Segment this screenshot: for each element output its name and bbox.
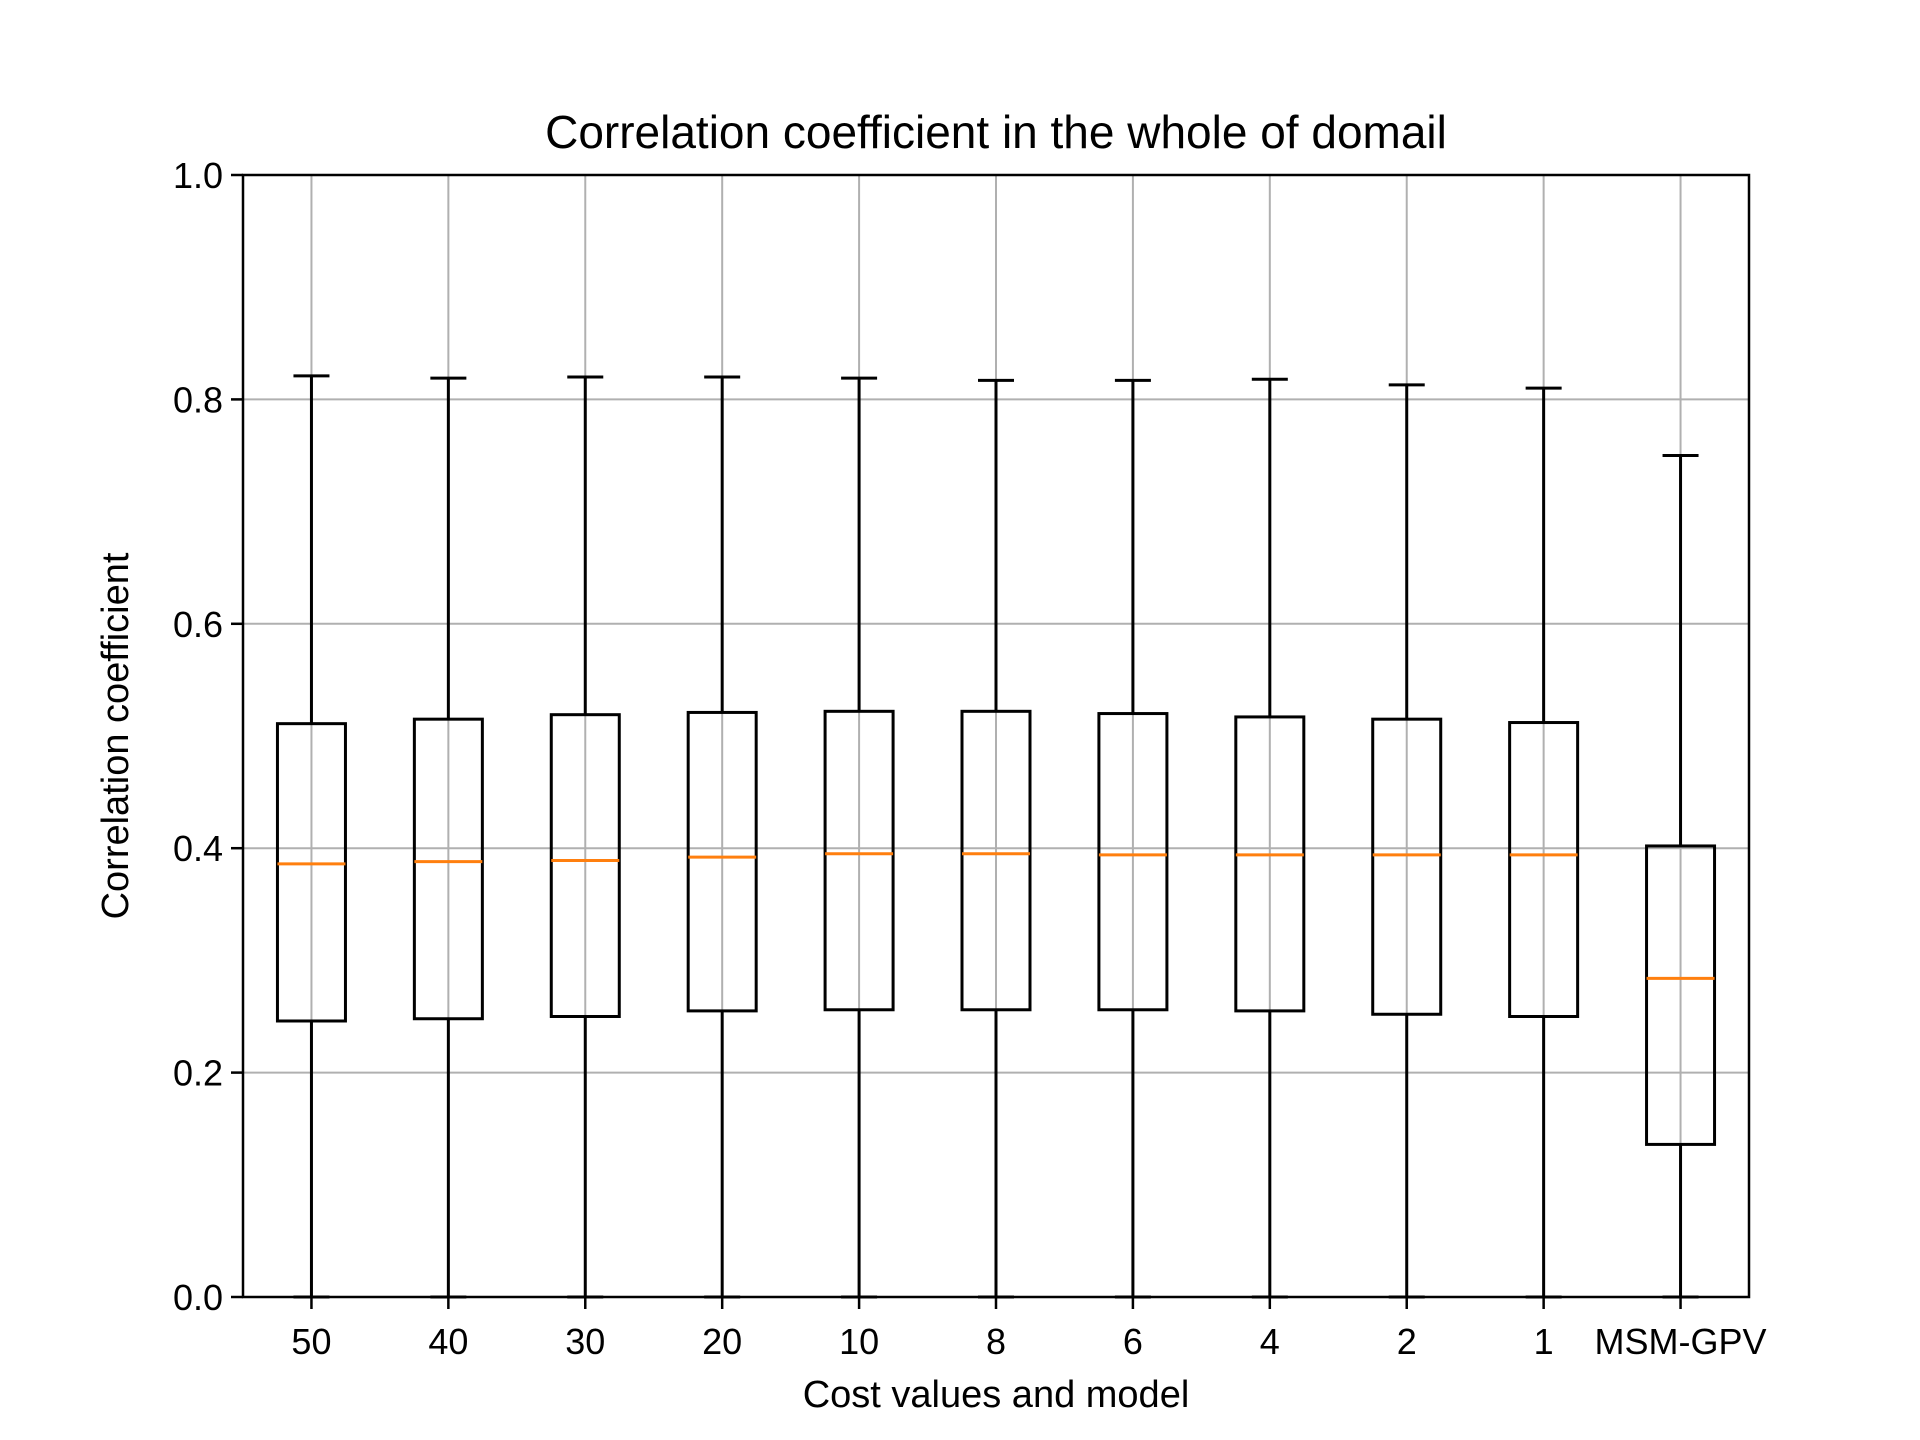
iqr-box [1508,721,1580,1018]
y-tick-label: 0.6 [173,604,223,645]
box-MSM-GPV [1645,454,1717,1299]
y-tick-label: 1.0 [173,155,223,196]
iqr-box [1645,844,1717,1146]
iqr-box [1097,712,1169,1012]
y-tick-label: 0.8 [173,379,223,420]
iqr-box [686,710,758,1013]
box-1 [1508,386,1580,1299]
x-tick-label: 40 [428,1321,468,1362]
box-series [275,374,1717,1299]
iqr-box [412,717,484,1021]
y-tick-label: 0.0 [173,1277,223,1318]
iqr-box [1234,715,1306,1013]
x-tick-label: 8 [986,1321,1006,1362]
x-tick-label: 2 [1397,1321,1417,1362]
x-tick-label: 6 [1123,1321,1143,1362]
iqr-box [549,713,621,1018]
x-tick-label: 4 [1260,1321,1280,1362]
box-2 [1371,383,1443,1299]
y-axis-label: Correlation coefficient [95,552,137,919]
y-tick-label: 0.2 [173,1053,223,1094]
y-axis-ticks: 0.0 0.2 0.4 0.6 0.8 1.0 [173,155,243,1318]
box-10 [823,376,895,1299]
x-axis-ticks: 50 40 30 20 10 8 6 4 2 1 MSM-GPV [291,1297,1767,1362]
x-axis-label: Cost values and model [803,1374,1190,1416]
x-tick-label: 1 [1534,1321,1554,1362]
x-tick-label: 50 [291,1321,331,1362]
iqr-box [275,722,347,1023]
x-tick-label: 10 [839,1321,879,1362]
chart-title: Correlation coefficient in the whole of … [545,106,1447,158]
iqr-box [1371,717,1443,1016]
iqr-box [823,709,895,1012]
x-tick-label: 30 [565,1321,605,1362]
iqr-box [960,709,1032,1012]
box-30 [549,375,621,1299]
y-tick-label: 0.4 [173,828,223,869]
x-tick-label: 20 [702,1321,742,1362]
x-tick-label: MSM-GPV [1595,1321,1767,1362]
box-6 [1097,378,1169,1299]
